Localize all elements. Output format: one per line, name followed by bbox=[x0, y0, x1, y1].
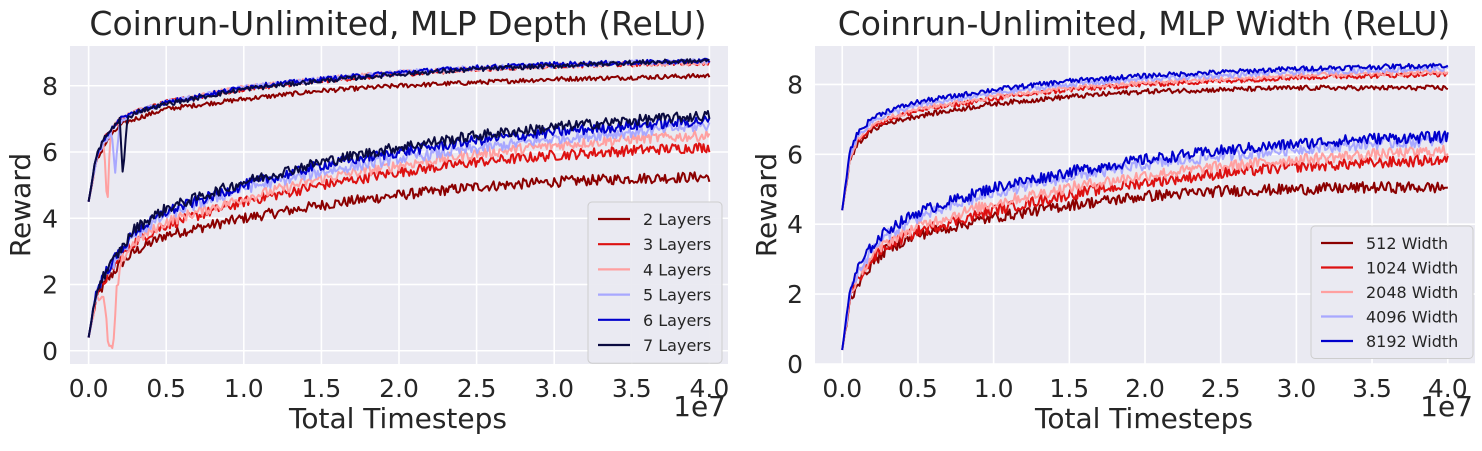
y-tick-label: 0 bbox=[787, 350, 803, 379]
x-offset-label: 1e7 bbox=[673, 390, 726, 423]
x-tick-label: 3.0 bbox=[534, 374, 574, 403]
y-axis-label: Reward bbox=[750, 153, 783, 257]
x-tick-label: 0.5 bbox=[146, 374, 186, 403]
x-tick-label: 2.5 bbox=[457, 374, 497, 403]
tick-labels: 0.0 0.5 1.0 1.5 2.0 2.5 3.0 3.5 4.0 0 2 4 6 8 bbox=[787, 70, 1468, 403]
width-chart-panel: 0.0 0.5 1.0 1.5 2.0 2.5 3.0 3.5 4.0 0 2 4 6 8 Coinrun… bbox=[750, 4, 1475, 435]
x-tick-label: 2.0 bbox=[379, 374, 419, 403]
y-tick-label: 0 bbox=[42, 337, 58, 366]
x-tick-label: 4.0 bbox=[1428, 374, 1468, 403]
legend: 2 Layers 3 Layers 4 Layers 5 Layers 6 Layers… bbox=[587, 201, 723, 364]
x-tick-label: 2.0 bbox=[1125, 374, 1165, 403]
x-tick-label: 0.0 bbox=[69, 374, 109, 403]
legend-entry: 4096 Width bbox=[1366, 308, 1458, 327]
legend-entry: 1024 Width bbox=[1366, 259, 1458, 278]
x-tick-label: 1.0 bbox=[224, 374, 264, 403]
legend-box bbox=[1310, 225, 1474, 359]
series-lines bbox=[87, 57, 711, 350]
legend-entry: 2048 Width bbox=[1366, 283, 1458, 302]
series-line-train bbox=[841, 62, 1449, 211]
series-line-train bbox=[841, 84, 1449, 211]
series-line-test bbox=[87, 129, 711, 350]
legend-entry: 512 Width bbox=[1366, 234, 1448, 253]
series-line-test bbox=[841, 181, 1448, 351]
x-tick-label: 1.5 bbox=[302, 374, 342, 403]
chart-title: Coinrun-Unlimited, MLP Width (ReLU) bbox=[838, 4, 1451, 43]
legend-entry: 7 Layers bbox=[643, 336, 711, 355]
legend-entry: 6 Layers bbox=[643, 311, 711, 330]
y-tick-label: 6 bbox=[42, 138, 58, 167]
y-tick-label: 4 bbox=[787, 210, 803, 239]
x-offset-label: 1e7 bbox=[1420, 390, 1473, 423]
y-tick-label: 6 bbox=[787, 140, 803, 169]
legend-entry: 4 Layers bbox=[643, 260, 711, 279]
x-tick-label: 0.5 bbox=[898, 374, 938, 403]
series-line-train bbox=[87, 58, 710, 202]
series-line-train bbox=[841, 65, 1449, 211]
series-lines bbox=[841, 62, 1449, 351]
x-axis-label: Total Timesteps bbox=[288, 402, 507, 435]
legend-entry: 2 Layers bbox=[643, 210, 711, 229]
y-axis-label: Reward bbox=[4, 153, 37, 257]
series-line-test bbox=[841, 154, 1449, 351]
series-line-test bbox=[87, 110, 711, 338]
legend-entry: 8192 Width bbox=[1366, 332, 1458, 351]
x-tick-label: 3.0 bbox=[1276, 374, 1316, 403]
y-tick-label: 8 bbox=[42, 72, 58, 101]
legend-box bbox=[587, 201, 723, 364]
series-line-test bbox=[87, 115, 711, 338]
legend-entry: 3 Layers bbox=[643, 235, 711, 254]
x-tick-label: 4.0 bbox=[689, 374, 729, 403]
y-tick-label: 2 bbox=[787, 280, 803, 309]
x-axis-label: Total Timesteps bbox=[1034, 402, 1253, 435]
x-tick-label: 3.5 bbox=[612, 374, 652, 403]
legend: 512 Width 1024 Width 2048 Width 4096 Width 8… bbox=[1310, 225, 1474, 359]
y-tick-label: 4 bbox=[42, 204, 58, 233]
x-tick-label: 0.0 bbox=[822, 374, 862, 403]
chart-title: Coinrun-Unlimited, MLP Depth (ReLU) bbox=[89, 4, 706, 43]
series-line-test bbox=[841, 130, 1449, 351]
y-tick-label: 2 bbox=[42, 271, 58, 300]
tick-labels: 0.0 0.5 1.0 1.5 2.0 2.5 3.0 3.5 4.0 0 2 4 6 8 bbox=[42, 72, 729, 403]
depth-chart-panel: 0.0 0.5 1.0 1.5 2.0 2.5 3.0 3.5 4.0 0 2 4 6 8 Coinrun… bbox=[4, 4, 729, 435]
x-tick-label: 1.0 bbox=[974, 374, 1014, 403]
x-tick-label: 3.5 bbox=[1352, 374, 1392, 403]
x-tick-label: 2.5 bbox=[1201, 374, 1241, 403]
series-line-test bbox=[87, 171, 711, 338]
y-tick-label: 8 bbox=[787, 70, 803, 99]
x-tick-label: 1.5 bbox=[1049, 374, 1089, 403]
series-line-train bbox=[87, 72, 711, 202]
series-line-test bbox=[841, 144, 1449, 351]
legend-entry: 5 Layers bbox=[643, 286, 711, 305]
